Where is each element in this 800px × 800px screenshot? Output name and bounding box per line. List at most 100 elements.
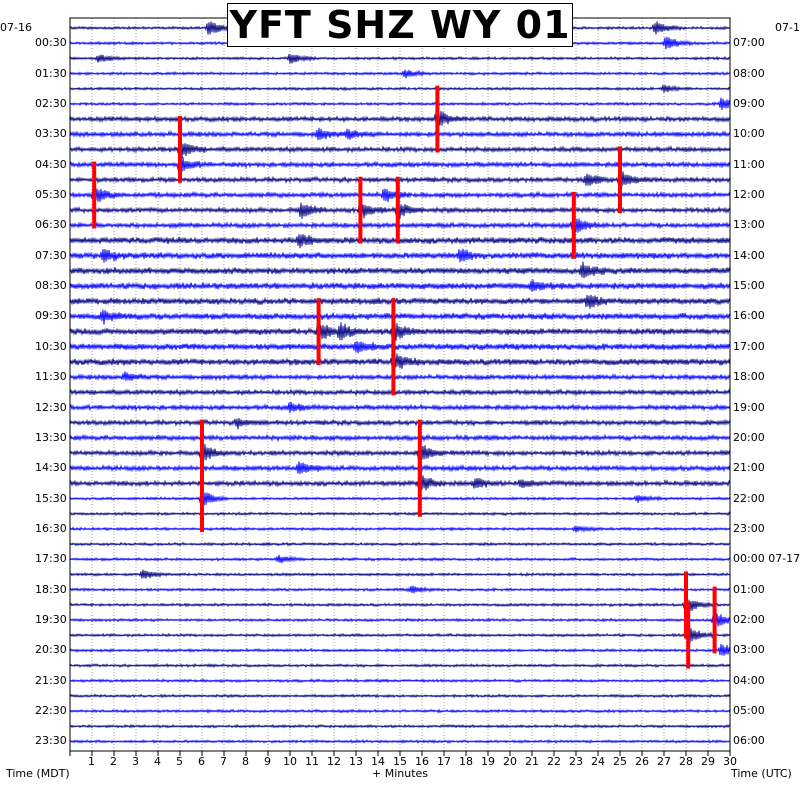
clipped-event bbox=[358, 176, 363, 244]
clipped-event bbox=[316, 298, 321, 365]
trace-row bbox=[69, 417, 731, 430]
trace-row bbox=[69, 693, 731, 699]
right-time-label: 22:00 bbox=[733, 491, 765, 505]
trace-row bbox=[69, 371, 731, 382]
trace-row bbox=[69, 708, 731, 714]
left-time-label: 01:30 bbox=[35, 66, 67, 80]
trace-row bbox=[69, 279, 731, 292]
left-time-label: 20:30 bbox=[35, 643, 67, 657]
trace-row bbox=[69, 643, 731, 656]
left-time-label: 15:30 bbox=[35, 491, 67, 505]
right-time-label: 03:00 bbox=[733, 643, 765, 657]
x-tick-label: 5 bbox=[176, 755, 183, 768]
x-tick-label: 24 bbox=[591, 755, 605, 768]
x-tick-label: 11 bbox=[305, 755, 319, 768]
x-tick-label: 1 bbox=[88, 755, 95, 768]
trace-row bbox=[69, 597, 731, 614]
right-time-label: 00:00 07-17 bbox=[733, 552, 800, 566]
x-tick-label: 15 bbox=[393, 755, 407, 768]
left-time-label: 23:30 bbox=[35, 734, 67, 748]
x-tick-label: 19 bbox=[481, 755, 495, 768]
right-time-label: 07:00 bbox=[733, 36, 765, 50]
right-date-label: 07-1 bbox=[775, 21, 800, 34]
x-tick-label: 9 bbox=[264, 755, 271, 768]
trace-row bbox=[69, 585, 731, 594]
trace-row bbox=[69, 433, 731, 443]
x-tick-label: 12 bbox=[327, 755, 341, 768]
clipped-event bbox=[417, 450, 422, 517]
right-time-label: 04:00 bbox=[733, 673, 765, 687]
trace-row bbox=[69, 320, 731, 341]
right-time-label: 21:00 bbox=[733, 461, 765, 475]
right-time-label: 14:00 bbox=[733, 248, 765, 262]
trace-row bbox=[69, 234, 731, 249]
x-tick-label: 30 bbox=[723, 755, 737, 768]
right-time-label: 12:00 bbox=[733, 187, 765, 201]
x-tick-label: 25 bbox=[613, 755, 627, 768]
left-axis-label: Time (MDT) bbox=[6, 767, 70, 780]
trace-row bbox=[69, 443, 731, 463]
right-time-label: 23:00 bbox=[733, 521, 765, 535]
trace-row bbox=[69, 261, 731, 279]
x-tick-label: 17 bbox=[437, 755, 451, 768]
right-axis-label: Time (UTC) bbox=[731, 767, 792, 780]
trace-row bbox=[69, 569, 731, 579]
left-time-label: 12:30 bbox=[35, 400, 67, 414]
trace-row bbox=[69, 461, 731, 474]
x-tick-label: 21 bbox=[525, 755, 539, 768]
trace-row bbox=[69, 69, 731, 79]
trace-row bbox=[69, 155, 731, 172]
right-time-label: 13:00 bbox=[733, 218, 765, 232]
x-tick-label: 29 bbox=[701, 755, 715, 768]
x-tick-label: 4 bbox=[154, 755, 161, 768]
left-time-label: 10:30 bbox=[35, 339, 67, 353]
left-time-label: 08:30 bbox=[35, 279, 67, 293]
x-tick-label: 22 bbox=[547, 755, 561, 768]
clipped-event bbox=[684, 571, 688, 639]
trace-row bbox=[69, 248, 731, 263]
x-tick-label: 16 bbox=[415, 755, 429, 768]
tick-layer bbox=[69, 751, 731, 756]
trace-row bbox=[69, 140, 731, 158]
right-time-label: 09:00 bbox=[733, 96, 765, 110]
right-time-label: 10:00 bbox=[733, 127, 765, 141]
right-time-label: 02:00 bbox=[733, 613, 765, 627]
trace-row bbox=[69, 110, 731, 128]
clipped-event bbox=[686, 601, 691, 669]
clipped-event bbox=[712, 586, 717, 654]
left-time-label: 21:30 bbox=[35, 673, 67, 687]
trace-row bbox=[69, 353, 731, 373]
trace-row bbox=[69, 628, 731, 644]
x-tick-label: 3 bbox=[132, 755, 139, 768]
chart-title: YFT SHZ WY 01 bbox=[227, 3, 573, 47]
clipped-event bbox=[92, 161, 97, 229]
x-axis-label: + Minutes bbox=[372, 767, 429, 780]
trace-row bbox=[69, 84, 731, 93]
x-tick-label: 26 bbox=[635, 755, 649, 768]
x-tick-label: 20 bbox=[503, 755, 517, 768]
left-time-label: 14:30 bbox=[35, 461, 67, 475]
trace-row bbox=[69, 341, 731, 354]
left-time-label: 18:30 bbox=[35, 582, 67, 596]
clipped-event bbox=[395, 176, 400, 244]
trace-row bbox=[69, 401, 731, 414]
right-time-label: 01:00 bbox=[733, 582, 765, 596]
x-tick-label: 10 bbox=[283, 755, 297, 768]
trace-row bbox=[69, 294, 731, 309]
left-time-label: 19:30 bbox=[35, 613, 67, 627]
left-date-label: 07-16 bbox=[0, 21, 32, 34]
right-time-label: 20:00 bbox=[733, 430, 765, 444]
clipped-event bbox=[178, 116, 182, 183]
right-time-label: 06:00 bbox=[733, 734, 765, 748]
left-time-label: 06:30 bbox=[35, 218, 67, 232]
x-tick-label: 14 bbox=[371, 755, 385, 768]
clipped-event bbox=[618, 146, 622, 214]
right-time-label: 11:00 bbox=[733, 157, 765, 171]
trace-row bbox=[69, 738, 731, 745]
clipped-event bbox=[571, 191, 576, 259]
trace-row bbox=[69, 611, 731, 628]
left-time-label: 02:30 bbox=[35, 96, 67, 110]
clipped-event bbox=[435, 85, 440, 153]
x-tick-label: 7 bbox=[220, 755, 227, 768]
